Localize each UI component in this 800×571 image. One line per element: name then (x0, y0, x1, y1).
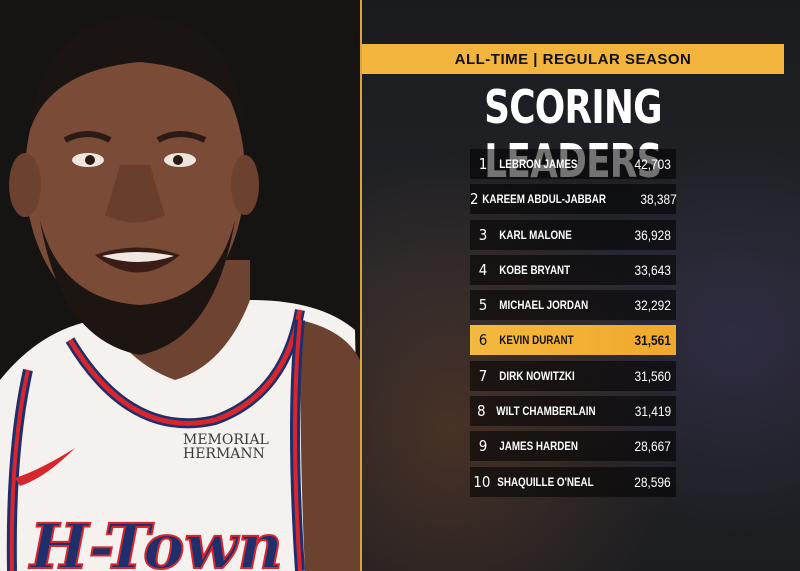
leader-points: 31,561 (634, 332, 671, 349)
jersey-patch-line1: MEMORIAL (183, 432, 269, 448)
leader-row: 1 LEBRON JAMES 42,703 (470, 149, 676, 179)
leader-rank: 2 (470, 190, 479, 209)
leader-points: 28,667 (634, 438, 671, 455)
leader-rank: 5 (478, 296, 488, 315)
leader-row: 9 JAMES HARDEN 28,667 (470, 431, 676, 462)
leader-name: KEVIN DURANT (499, 333, 574, 348)
leader-rank: 4 (478, 260, 488, 279)
swoosh-icon (15, 448, 75, 486)
leader-row: 4 KOBE BRYANT 33,643 (470, 254, 676, 285)
leader-row: 10 SHAQUILLE O'NEAL 28,596 (470, 466, 676, 497)
leader-points: 28,596 (634, 473, 671, 490)
leader-rank: 1 (478, 155, 488, 173)
leader-points: 31,419 (634, 403, 671, 420)
leader-row: 7 DIRK NOWITZKI 31,560 (470, 360, 676, 391)
leader-points: 38,387 (640, 191, 678, 208)
jersey-patch-line2: HERMANN (183, 446, 265, 462)
leader-name: KARL MALONE (499, 227, 572, 242)
leader-name: MICHAEL JORDAN (499, 298, 589, 313)
leaders-table: 1 LEBRON JAMES 42,703 2 KAREEM ABDUL-JAB… (470, 149, 677, 502)
leader-row: 5 MICHAEL JORDAN 32,292 (470, 290, 676, 321)
leader-name: SHAQUILLE O'NEAL (496, 474, 594, 489)
leader-rank: 10 (473, 472, 491, 491)
leader-rank: 8 (477, 402, 486, 421)
leader-row: 3 KARL MALONE 36,928 (470, 219, 676, 250)
leader-name: KAREEM ABDUL-JABBAR (481, 192, 606, 207)
leader-rank: 9 (478, 437, 488, 456)
leader-name: WILT CHAMBERLAIN (495, 404, 596, 419)
leader-row: 2 KAREEM ABDUL-JABBAR 38,387 (470, 184, 677, 215)
leader-points: 36,928 (634, 226, 671, 243)
leader-rank: 7 (478, 366, 488, 385)
leader-points: 33,643 (634, 261, 671, 278)
leader-points: 31,560 (634, 367, 671, 384)
leaders-panel: ALL-TIME | REGULAR SEASON SCORING LEADER… (362, 0, 800, 571)
leader-rank: 6 (478, 331, 488, 350)
jersey-script: H-Town (28, 510, 283, 571)
leader-points: 32,292 (634, 297, 671, 314)
leader-row-highlighted: 6 KEVIN DURANT 31,561 (470, 325, 676, 356)
player-illustration: H-Town MEMORIAL HERMANN (0, 0, 360, 571)
leader-points: 42,703 (634, 156, 671, 172)
player-photo: H-Town MEMORIAL HERMANN (0, 0, 360, 571)
leader-name: KOBE BRYANT (499, 262, 571, 277)
leader-name: LEBRON JAMES (499, 157, 578, 171)
leader-rank: 3 (478, 225, 488, 244)
leader-name: JAMES HARDEN (499, 439, 579, 454)
leader-row: 8 WILT CHAMBERLAIN 31,419 (470, 396, 676, 427)
leader-name: DIRK NOWITZKI (499, 368, 575, 383)
season-banner: ALL-TIME | REGULAR SEASON (362, 44, 784, 74)
panel-divider (360, 0, 362, 571)
